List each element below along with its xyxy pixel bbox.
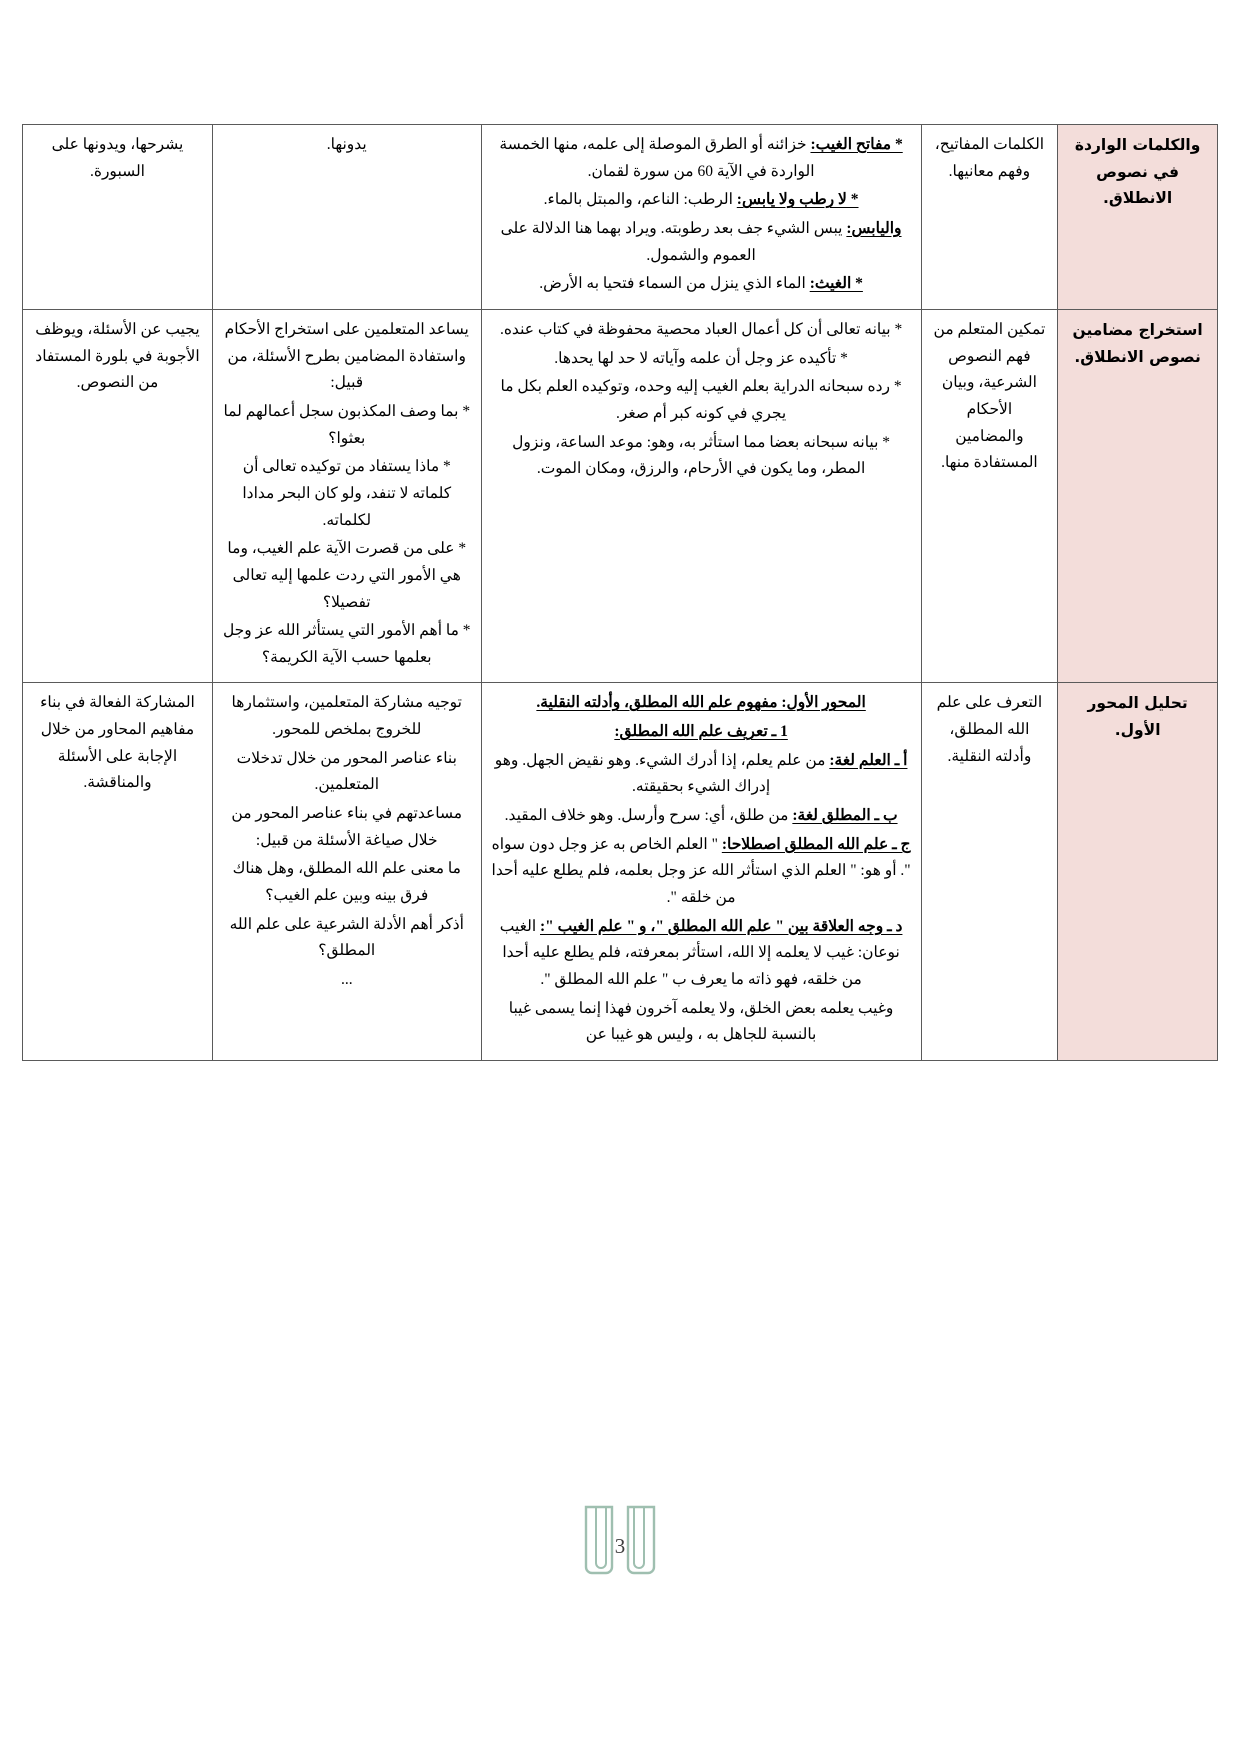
- content-line: ب ـ المطلق لغة: من طلق، أي: سرح وأرسل. و…: [491, 803, 912, 830]
- teacher-line: بناء عناصر المحور من خلال تدخلات المتعلم…: [236, 749, 457, 794]
- table-row: تحليل المحور الأول. التعرف على علم الله …: [22, 682, 1218, 1061]
- content-lead: * مفاتح الغيب:: [810, 136, 903, 153]
- content-line: * تأكيده عز وجل أن علمه وآياته لا حد لها…: [554, 349, 848, 367]
- axis-cell: تحليل المحور الأول.: [1057, 682, 1218, 1061]
- content-cell: * مفاتح الغيب: خزائنه أو الطرق الموصلة إ…: [480, 124, 922, 310]
- table-row: والكلمات الواردة في نصوص الانطلاق. الكلم…: [22, 124, 1218, 310]
- content-heading: 1 ـ تعريف علم الله المطلق:: [614, 723, 788, 741]
- lesson-plan-table: والكلمات الواردة في نصوص الانطلاق. الكلم…: [22, 124, 1218, 1061]
- teacher-line: * على من قصرت الآية علم الغيب، وما هي ال…: [227, 540, 467, 611]
- learner-activity-cell: المشاركة الفعالة في بناء مفاهيم المحاور …: [22, 682, 213, 1061]
- content-body: الرطب: الناعم، والمبتل بالماء.: [543, 191, 737, 209]
- content-line: المحور الأول: مفهوم علم الله المطلق، وأد…: [491, 690, 912, 717]
- teacher-line: يساعد المتعلمين على استخراج الأحكام واست…: [224, 320, 469, 392]
- content-body: " العلم الخاص به عز وجل دون سواه ". أو ه…: [491, 835, 911, 907]
- teacher-activity-cell: يدونها.: [211, 124, 482, 310]
- teacher-line: ما معنى علم الله المطلق، وهل هناك فرق بي…: [232, 860, 461, 905]
- content-lead: * الغيث:: [809, 275, 863, 293]
- content-lead: ب ـ المطلق لغة:: [792, 807, 898, 825]
- content-cell: المحور الأول: مفهوم علم الله المطلق، وأد…: [480, 682, 922, 1061]
- teacher-line: مساعدتهم في بناء عناصر المحور من خلال صي…: [231, 805, 463, 849]
- axis-cell: استخراج مضامين نصوص الانطلاق.: [1057, 308, 1218, 684]
- learner-line: يجيب عن الأسئلة، ويوظف الأجوبة في بلورة …: [35, 320, 200, 392]
- content-cell: * بيانه تعالى أن كل أعمال العباد محصية م…: [480, 308, 922, 684]
- goal-cell: التعرف على علم الله المطلق، وأدلته النقل…: [920, 682, 1059, 1061]
- teacher-line: توجيه مشاركة المتعلمين، واستثمارها للخرو…: [231, 694, 462, 739]
- content-line: أ ـ العلم لغة: من علم يعلم، إذا أدرك الش…: [491, 748, 912, 801]
- content-line: د ـ وجه العلاقة بين " علم الله المطلق "،…: [491, 914, 912, 994]
- content-heading: المحور الأول: مفهوم علم الله المطلق، وأد…: [536, 694, 866, 712]
- content-lead: أ ـ العلم لغة:: [829, 751, 908, 769]
- content-line: * بيانه سبحانه بعضا مما استأثر به، وهو: …: [512, 433, 891, 478]
- content-lead: * لا رطب ولا يابس:: [736, 191, 859, 209]
- content-body: يبس الشيء جف بعد رطوبته. ويراد بهما هنا …: [500, 219, 847, 264]
- content-lead: د ـ وجه العلاقة بين " علم الله المطلق "،…: [540, 917, 903, 935]
- teacher-line: * ما أهم الأمور التي يستأثر الله عز وجل …: [222, 622, 471, 666]
- teacher-line: ...: [340, 971, 353, 989]
- page-number: 3: [614, 1533, 626, 1558]
- goal-text: تمكين المتعلم من فهم النصوص الشرعية، وبي…: [933, 320, 1046, 472]
- table-row: استخراج مضامين نصوص الانطلاق. تمكين المت…: [22, 308, 1218, 684]
- teacher-activity-cell: توجيه مشاركة المتعلمين، واستثمارها للخرو…: [211, 682, 482, 1061]
- content-body: من علم يعلم، إذا أدرك الشيء. وهو نقيض ال…: [494, 751, 830, 796]
- content-line: واليابس: يبس الشيء جف بعد رطوبته. ويراد …: [491, 216, 912, 269]
- page-footer: 3: [0, 1486, 1240, 1606]
- goal-text: التعرف على علم الله المطلق، وأدلته النقل…: [936, 694, 1043, 765]
- teacher-line: يدونها.: [326, 136, 367, 153]
- ribbon-bookmark-icon: [584, 1505, 656, 1575]
- goal-cell: تمكين المتعلم من فهم النصوص الشرعية، وبي…: [920, 308, 1059, 684]
- content-body: الغيب نوعان: غيب لا يعلمه إلا الله، استأ…: [499, 917, 900, 989]
- axis-cell: والكلمات الواردة في نصوص الانطلاق.: [1057, 124, 1218, 310]
- content-line: * مفاتح الغيب: خزائنه أو الطرق الموصلة إ…: [491, 132, 912, 185]
- content-line: * بيانه تعالى أن كل أعمال العباد محصية م…: [499, 320, 903, 338]
- content-line: * الغيث: الماء الذي ينزل من السماء فتحيا…: [491, 271, 912, 298]
- content-line: 1 ـ تعريف علم الله المطلق:: [491, 719, 912, 746]
- teacher-line: * ماذا يستفاد من توكيده تعالى أن كلماته …: [242, 458, 452, 529]
- learner-activity-cell: يجيب عن الأسئلة، ويوظف الأجوبة في بلورة …: [22, 308, 213, 684]
- learner-activity-cell: يشرحها، ويدونها على السبورة.: [22, 124, 213, 310]
- content-line: ج ـ علم الله المطلق اصطلاحا: " العلم الخ…: [491, 832, 912, 912]
- content-lead: ج ـ علم الله المطلق اصطلاحا:: [721, 835, 911, 853]
- teacher-line: * بما وصف المكذبون سجل أعمالهم لما بعثوا…: [223, 402, 471, 447]
- content-lead: واليابس:: [846, 219, 902, 237]
- teacher-line: أذكر أهم الأدلة الشرعية على علم الله الم…: [229, 915, 464, 960]
- learner-line: المشاركة الفعالة في بناء مفاهيم المحاور …: [40, 694, 195, 792]
- teacher-activity-cell: يساعد المتعلمين على استخراج الأحكام واست…: [211, 308, 482, 684]
- goal-cell: الكلمات المفاتيح، وفهم معانيها.: [920, 124, 1059, 310]
- content-body: خزائنه أو الطرق الموصلة إلى علمه، منها ا…: [499, 136, 815, 180]
- goal-text: الكلمات المفاتيح، وفهم معانيها.: [934, 136, 1045, 180]
- content-line: * لا رطب ولا يابس: الرطب: الناعم، والمبت…: [491, 187, 912, 214]
- table-body: والكلمات الواردة في نصوص الانطلاق. الكلم…: [22, 124, 1218, 1061]
- learner-line: يشرحها، ويدونها على السبورة.: [51, 136, 184, 180]
- content-body: من طلق، أي: سرح وأرسل. وهو خلاف المقيد.: [504, 807, 793, 825]
- content-line: وغيب يعلمه بعض الخلق، ولا يعلمه آخرون فه…: [508, 999, 894, 1044]
- content-line: * رده سبحانه الدراية بعلم الغيب إليه وحد…: [500, 378, 902, 422]
- content-body: الماء الذي ينزل من السماء فتحيا به الأرض…: [539, 275, 810, 293]
- page-number-stamp: 3: [566, 1503, 674, 1589]
